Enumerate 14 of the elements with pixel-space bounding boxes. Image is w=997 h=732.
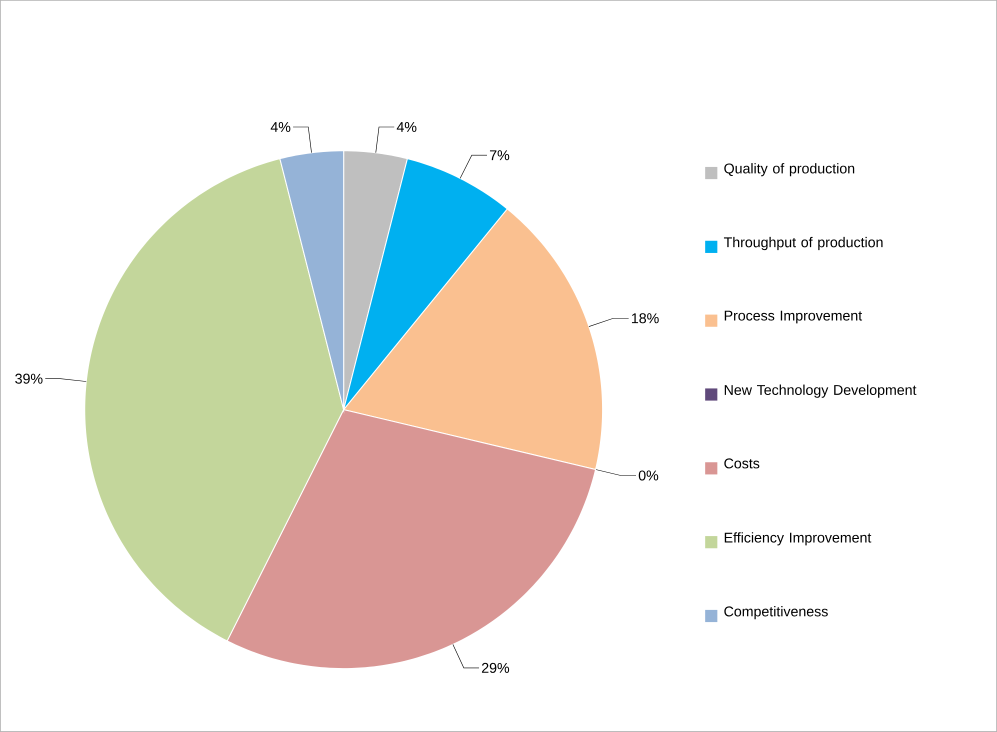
legend-label: Costs [724, 458, 760, 468]
text: 0% [638, 470, 658, 481]
data-label: 4% [396, 122, 416, 132]
data-label: 29% [482, 662, 510, 673]
data-label: 39% [15, 374, 43, 384]
legend-label: Competitiveness [724, 606, 828, 620]
data-label: 7% [490, 150, 510, 160]
legend-label: Throughput of production [724, 236, 883, 250]
legend-label: Quality of production [724, 163, 854, 176]
legend-label: Efficiency Improvement [724, 532, 872, 546]
data-label: 18% [632, 313, 659, 324]
data-label: 4% [270, 122, 290, 132]
legend-label: Process Improvement [724, 310, 862, 324]
legend-label: New Technology Development [724, 384, 916, 398]
